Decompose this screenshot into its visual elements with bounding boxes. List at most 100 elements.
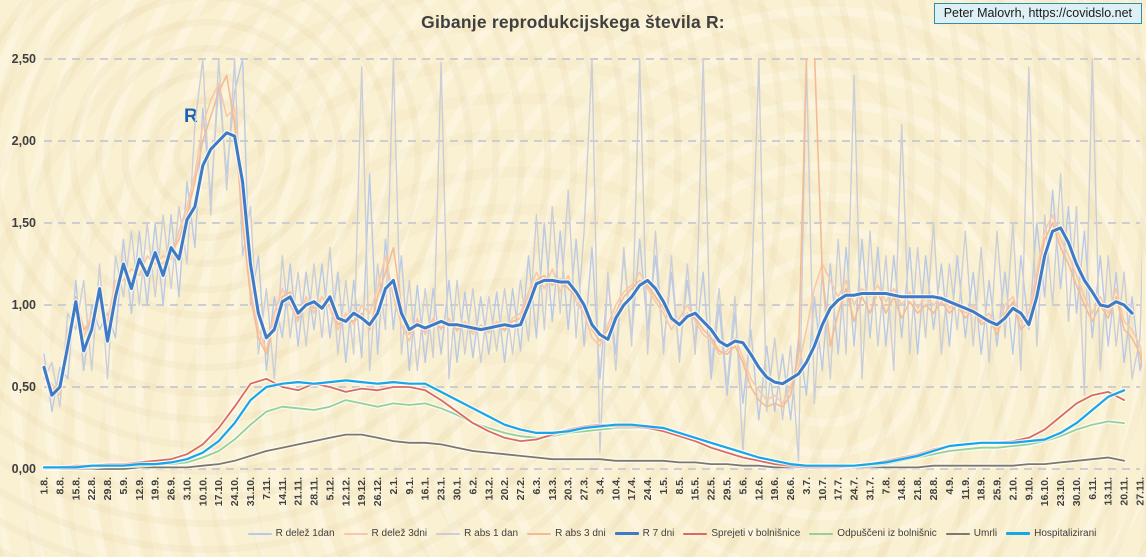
- series-group: [42, 58, 1142, 471]
- x-tick-label: 11.9.: [960, 477, 972, 500]
- legend-item-r-delez-1dan: R delež 1dan: [247, 528, 335, 539]
- x-tick-label: 27.3.: [579, 477, 591, 500]
- legend-marker-r-delez-1dan: [247, 532, 272, 535]
- legend-item-r-delez-3dni: R delež 3dni: [343, 528, 428, 539]
- x-tick-label: 14.11.: [277, 477, 289, 506]
- x-tick-label: 3.10.: [181, 477, 193, 500]
- x-tick-label: 2.10.: [1007, 477, 1019, 500]
- x-tick-label: 10.10.: [197, 477, 209, 506]
- legend: R delež 1dan R delež 3dni R abs 1 dan R abs…: [196, 528, 1146, 539]
- x-tick-label: 4.9.: [944, 477, 956, 495]
- x-tick-label: 28.11.: [309, 477, 321, 506]
- legend-label-r-delez-1dan: R delež 1dan: [275, 528, 335, 539]
- x-tick-label: 22.8.: [86, 477, 98, 500]
- x-tick-label: 31.10.: [245, 477, 257, 506]
- y-tick-label: 1,00: [12, 298, 36, 312]
- legend-marker-hospitalizirani: [1006, 532, 1031, 535]
- y-tick-label: 2,00: [12, 134, 36, 148]
- series-line-umrli: [43, 433, 1125, 470]
- x-tick-label: 21.11.: [293, 477, 305, 506]
- series-line-hospitalizirani: [42, 379, 1126, 469]
- legend-marker-r-abs-3dni: [527, 532, 552, 535]
- x-tick-label: 17.10.: [213, 477, 225, 506]
- x-tick-label: 12.6.: [753, 477, 765, 500]
- x-tick-label: 27.11.: [1135, 477, 1146, 506]
- x-tick-label: 6.11.: [1087, 477, 1099, 500]
- x-tick-label: 1.5.: [658, 477, 670, 495]
- x-tick-label: 13.2.: [483, 477, 495, 500]
- x-tick-label: 23.1.: [436, 477, 448, 500]
- series-line-r-7dni: [42, 131, 1134, 397]
- x-tick-label: 30.1.: [451, 477, 463, 500]
- x-tick-label: 21.8.: [912, 477, 924, 500]
- x-tick-label: 15.8.: [70, 477, 82, 500]
- attribution-box[interactable]: Peter Malovrh, https://covidslo.net: [933, 3, 1142, 24]
- x-tick-label: 8.8.: [54, 477, 66, 495]
- x-tick-label: 12.12.: [340, 477, 352, 506]
- legend-item-r-abs-1dan: R abs 1 dan: [436, 528, 518, 539]
- x-tick-label: 14.8.: [896, 477, 908, 500]
- x-tick-label: 26.12.: [372, 477, 384, 506]
- x-tick-label: 20.2.: [499, 477, 511, 500]
- x-tick-label: 27.2.: [515, 477, 527, 500]
- x-tick-label: 26.6.: [785, 477, 797, 500]
- legend-item-r-7dni: R 7 dni: [614, 528, 675, 539]
- x-tick-label: 16.1.: [420, 477, 432, 500]
- x-tick-label: 1.8.: [39, 477, 51, 495]
- x-tick-label: 10.7.: [817, 477, 829, 500]
- x-tick-label: 5.12.: [324, 477, 336, 500]
- legend-label-r-delez-3dni: R delež 3dni: [371, 528, 428, 539]
- x-tick-label: 10.4.: [610, 477, 622, 500]
- y-tick-label: 0,50: [12, 380, 36, 394]
- x-tick-label: 29.5.: [722, 477, 734, 500]
- legend-label-odpusceni: Odpuščeni iz bolnišnic: [837, 528, 937, 539]
- x-tick-label: 31.7.: [864, 477, 876, 500]
- y-tick-label: 2,50: [12, 52, 36, 66]
- x-tick-label: 17.7.: [833, 477, 845, 500]
- legend-label-hospitalizirani: Hospitalizirani: [1034, 528, 1097, 539]
- x-tick-label: 30.10.: [1071, 477, 1083, 506]
- x-tick-label: 28.8.: [928, 477, 940, 500]
- legend-item-odpusceni: Odpuščeni iz bolnišnic: [809, 528, 937, 539]
- x-tick-label: 9.1.: [404, 477, 416, 495]
- x-tick-label: 19.9.: [150, 477, 162, 500]
- legend-item-hospitalizirani: Hospitalizirani: [1006, 528, 1096, 539]
- series-line-r-delez-3dni: [43, 82, 1142, 405]
- x-tick-label: 15.5.: [690, 477, 702, 500]
- x-tick-label: 3.4.: [594, 477, 606, 495]
- x-tick-label: 26.9.: [166, 477, 178, 500]
- x-tick-label: 23.10.: [1055, 477, 1067, 506]
- legend-label-r-7dni: R 7 dni: [642, 528, 675, 539]
- series-halo-r-7dni: [42, 130, 1135, 399]
- legend-item-sprejeti: Sprejeti v bolnišnice: [683, 528, 800, 539]
- x-tick-label: 13.3.: [547, 477, 559, 500]
- x-tick-label: 5.9.: [118, 477, 130, 495]
- x-tick-label: 6.2.: [467, 477, 479, 495]
- r-annotation-label: R: [184, 106, 198, 127]
- x-tick-label: 7.8.: [880, 477, 892, 495]
- legend-label-sprejeti: Sprejeti v bolnišnice: [711, 528, 801, 539]
- legend-item-umrli: Umrli: [945, 528, 998, 539]
- legend-marker-odpusceni: [809, 532, 834, 535]
- legend-label-r-abs-3dni: R abs 3 dni: [555, 528, 606, 539]
- x-tick-label: 20.3.: [563, 477, 575, 500]
- x-tick-label: 12.9.: [134, 477, 146, 500]
- x-tick-label: 3.7.: [801, 477, 813, 495]
- x-tick-label: 16.10.: [1039, 477, 1051, 506]
- x-tick-label: 7.11.: [261, 477, 273, 500]
- x-tick-label: 29.8.: [102, 477, 114, 500]
- legend-label-r-abs-1dan: R abs 1 dan: [464, 528, 519, 539]
- x-tick-label: 19.12.: [356, 477, 368, 506]
- x-tick-label: 8.5.: [674, 477, 686, 495]
- legend-label-umrli: Umrli: [973, 528, 998, 539]
- series-line-r-abs-3dni: [43, 58, 1142, 408]
- legend-item-r-abs-3dni: R abs 3 dni: [527, 528, 606, 539]
- legend-marker-r-7dni: [614, 532, 639, 535]
- x-tick-label: 22.5.: [706, 477, 718, 500]
- x-tick-label: 18.9.: [976, 477, 988, 500]
- x-tick-label: 17.4.: [626, 477, 638, 500]
- legend-marker-r-abs-1dan: [436, 532, 461, 535]
- x-tick-label: 9.10.: [1023, 477, 1035, 500]
